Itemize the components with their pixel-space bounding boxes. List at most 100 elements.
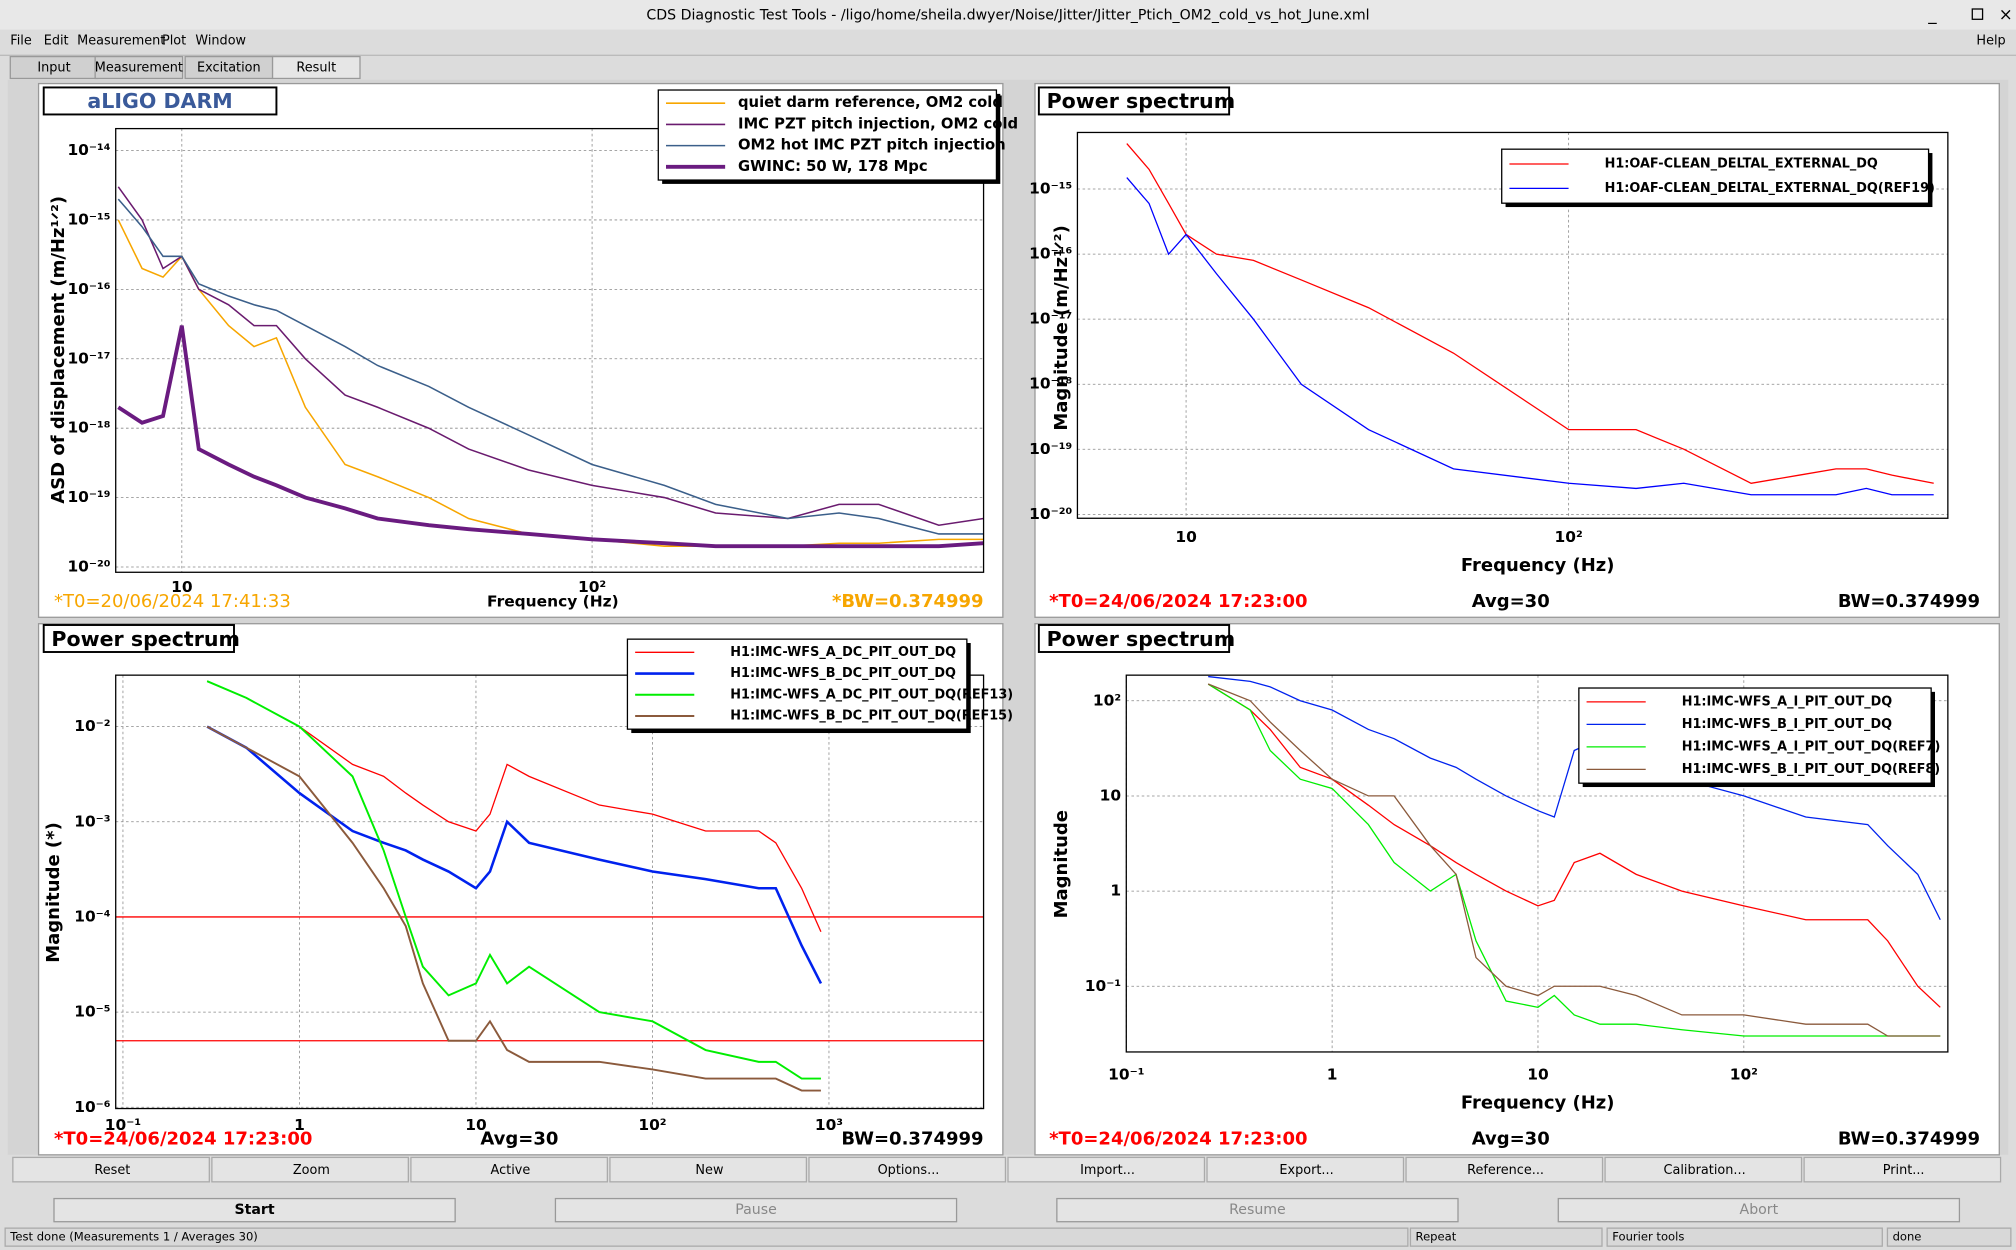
- y-tick-label: 10⁻¹⁸: [1029, 375, 1072, 393]
- spectrum-line: [206, 680, 821, 1080]
- button[interactable]: [1405, 1156, 1604, 1183]
- spectrum-line: [117, 198, 984, 535]
- close[interactable]: ×: [1999, 4, 2013, 24]
- spectrum-line: [117, 325, 984, 549]
- button-label[interactable]: Export...: [1279, 1163, 1333, 1178]
- run-button[interactable]: [554, 1197, 958, 1223]
- menu-item[interactable]: Window: [195, 34, 246, 49]
- run-button[interactable]: [1056, 1197, 1459, 1223]
- title-box: [42, 624, 235, 653]
- status-text: Repeat: [1416, 1230, 1457, 1244]
- annotation: *BW=0.374999: [832, 591, 984, 612]
- button-label[interactable]: Reset: [94, 1163, 130, 1178]
- chart: 10⁻² 10⁻³ 10⁻⁴ 10⁻⁵ 10⁻⁶10⁻¹ 1 10 10² 10³ Power s…: [37, 623, 1013, 1156]
- maximize[interactable]: [1971, 8, 1984, 20]
- legend-label: IMC PZT pitch injection, OM2 cold: [738, 115, 1018, 132]
- plot-frame: [1076, 131, 1949, 519]
- legend-label: H1:IMC-WFS_A_DC_PIT_OUT_DQ(REF13): [730, 687, 1013, 702]
- run-button-label[interactable]: Abort: [1740, 1202, 1779, 1218]
- y-tick-label: 10⁻⁴: [74, 907, 111, 925]
- y-tick-label: 10⁻⁵: [74, 1003, 110, 1021]
- run-button-label[interactable]: Resume: [1229, 1202, 1286, 1218]
- x-tick-label: 10²: [1555, 528, 1583, 546]
- button-label[interactable]: Print...: [1883, 1163, 1925, 1178]
- menu-help[interactable]: Help: [1976, 34, 2005, 49]
- y-tick-label: 10⁻⁶: [74, 1098, 111, 1116]
- legend-label: OM2 hot IMC PZT pitch injection: [738, 137, 1006, 154]
- y-axis-label: ASD of displacement (m/Hz¹ᐟ²): [48, 196, 69, 504]
- y-axis-label: Magnitude: [1051, 810, 1072, 918]
- legend-label: H1:IMC-WFS_B_DC_PIT_OUT_DQ: [730, 666, 956, 681]
- button[interactable]: [12, 1156, 210, 1183]
- spectrum-line: [1207, 683, 1941, 1037]
- button-label[interactable]: New: [695, 1163, 723, 1178]
- y-tick-label: 10⁻¹⁹: [1029, 440, 1072, 458]
- button-label[interactable]: Calibration...: [1664, 1163, 1746, 1178]
- run-button[interactable]: [53, 1197, 456, 1223]
- status-cell: [1606, 1227, 1883, 1247]
- spectrum-line: [1207, 683, 1941, 1037]
- button[interactable]: [1007, 1156, 1206, 1183]
- menu-item[interactable]: Measurement: [77, 34, 165, 49]
- y-tick-label: 1: [1110, 882, 1121, 900]
- run-button[interactable]: [1557, 1197, 1961, 1223]
- tab[interactable]: [94, 55, 184, 80]
- tab-label[interactable]: Input: [37, 61, 70, 76]
- button-label[interactable]: Options...: [878, 1163, 940, 1178]
- button-label[interactable]: Import...: [1080, 1163, 1135, 1178]
- spectrum-line: [206, 725, 823, 984]
- x-axis-label: Frequency (Hz): [1461, 1092, 1615, 1113]
- annotation: Avg=30: [1472, 1128, 1550, 1149]
- tab-label[interactable]: Excitation: [197, 61, 261, 76]
- x-tick-label: 10: [1527, 1066, 1548, 1084]
- menu-item[interactable]: File: [10, 34, 32, 49]
- legend-label: H1:IMC-WFS_B_DC_PIT_OUT_DQ(REF15): [730, 708, 1013, 723]
- annotation: Avg=30: [1472, 591, 1550, 612]
- menu-item[interactable]: Edit: [44, 34, 69, 49]
- y-tick-label: 10⁻¹⁶: [1029, 245, 1072, 263]
- y-tick-label: 10: [1100, 786, 1121, 804]
- spectrum-line: [1126, 177, 1934, 496]
- button-label[interactable]: Reference...: [1467, 1163, 1544, 1178]
- button-label[interactable]: Zoom: [293, 1163, 330, 1178]
- y-tick-label: 10⁻²⁰: [67, 558, 110, 576]
- legend-box: [1578, 687, 1932, 784]
- x-tick-label: 10²: [1730, 1066, 1758, 1084]
- button[interactable]: [410, 1156, 609, 1183]
- button[interactable]: [609, 1156, 808, 1183]
- spectrum-line: [117, 186, 984, 526]
- annotation: *T0=24/06/2024 17:23:00: [1049, 591, 1307, 612]
- legend-label: H1:IMC-WFS_B_I_PIT_OUT_DQ(REF8): [1682, 762, 1940, 777]
- legend-label: H1:IMC-WFS_A_DC_PIT_OUT_DQ: [730, 645, 956, 660]
- button[interactable]: [211, 1156, 409, 1183]
- x-tick-label: 10²: [638, 1116, 666, 1134]
- x-tick-label: 10: [1175, 528, 1196, 546]
- y-axis-label: Magnitude (m/Hz¹ᐟ²): [1051, 225, 1072, 430]
- y-tick-label: 10⁻¹⁹: [67, 488, 110, 506]
- button[interactable]: [808, 1156, 1007, 1183]
- y-tick-label: 10⁻¹: [1085, 977, 1121, 995]
- y-tick-label: 10⁻¹⁴: [67, 141, 110, 159]
- x-tick-label: 10³: [815, 1116, 843, 1134]
- run-button-label[interactable]: Start: [234, 1202, 274, 1218]
- tab-label[interactable]: Result: [296, 61, 336, 76]
- annotation: *T0=24/06/2024 17:23:00: [54, 1128, 312, 1149]
- minimize[interactable]: _: [1927, 4, 1937, 25]
- x-axis-label: Frequency (Hz): [487, 592, 619, 610]
- menu-item[interactable]: Plot: [162, 34, 186, 49]
- window-title: CDS Diagnostic Test Tools - /ligo/home/s…: [646, 7, 1369, 23]
- x-tick-label: 1: [1327, 1066, 1338, 1084]
- button-label[interactable]: Active: [491, 1163, 531, 1178]
- title-box: [1037, 86, 1231, 116]
- x-tick-label: 10⁻¹: [105, 1116, 141, 1134]
- y-tick-label: 10⁻²⁰: [1029, 505, 1072, 523]
- button[interactable]: [1803, 1156, 2002, 1183]
- y-tick-label: 10⁻¹⁵: [67, 210, 110, 228]
- run-button-label[interactable]: Pause: [735, 1202, 777, 1218]
- button[interactable]: [1206, 1156, 1405, 1183]
- button[interactable]: [1604, 1156, 1803, 1183]
- plot-frame: [115, 674, 985, 1110]
- tab[interactable]: [271, 55, 361, 80]
- tab-label[interactable]: Measurement: [95, 61, 183, 76]
